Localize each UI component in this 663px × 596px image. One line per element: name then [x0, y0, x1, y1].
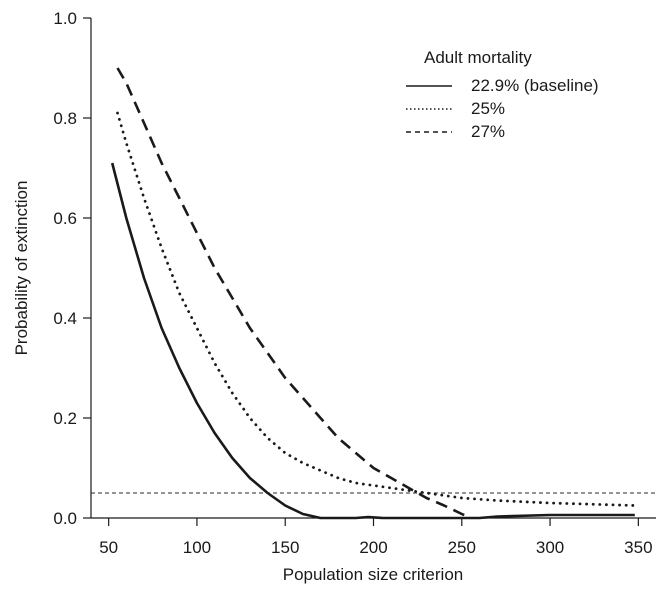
legend-label-baseline: 22.9% (baseline)	[471, 76, 599, 95]
y-tick-label: 0.0	[53, 509, 77, 528]
series-line-0	[110, 162, 635, 520]
y-tick-label: 0.6	[53, 209, 77, 228]
y-tick-label: 0.4	[53, 309, 77, 328]
legend: Adult mortality 22.9% (baseline) 25% 27%	[406, 48, 599, 141]
plot-lines	[91, 67, 656, 520]
series-line-2	[116, 67, 472, 520]
series-line-1	[116, 111, 637, 507]
x-tick-label: 50	[99, 538, 118, 557]
y-tick-label: 1.0	[53, 9, 77, 28]
x-tick-label: 100	[183, 538, 211, 557]
x-tick-label: 250	[448, 538, 476, 557]
x-tick-label: 200	[359, 538, 387, 557]
x-tick-label: 150	[271, 538, 299, 557]
legend-label-27: 27%	[471, 122, 505, 141]
y-axis-title: Probability of extinction	[12, 181, 31, 356]
y-tick-label: 0.8	[53, 109, 77, 128]
y-tick-label: 0.2	[53, 409, 77, 428]
legend-label-25: 25%	[471, 99, 505, 118]
y-ticks: 0.0 0.2 0.4 0.6 0.8 1.0	[53, 9, 91, 528]
x-tick-label: 350	[624, 538, 652, 557]
x-ticks: 50 100 150 200 250 300 350	[99, 518, 653, 557]
x-tick-label: 300	[536, 538, 564, 557]
x-axis-title: Population size criterion	[283, 565, 463, 584]
legend-title: Adult mortality	[424, 48, 532, 67]
